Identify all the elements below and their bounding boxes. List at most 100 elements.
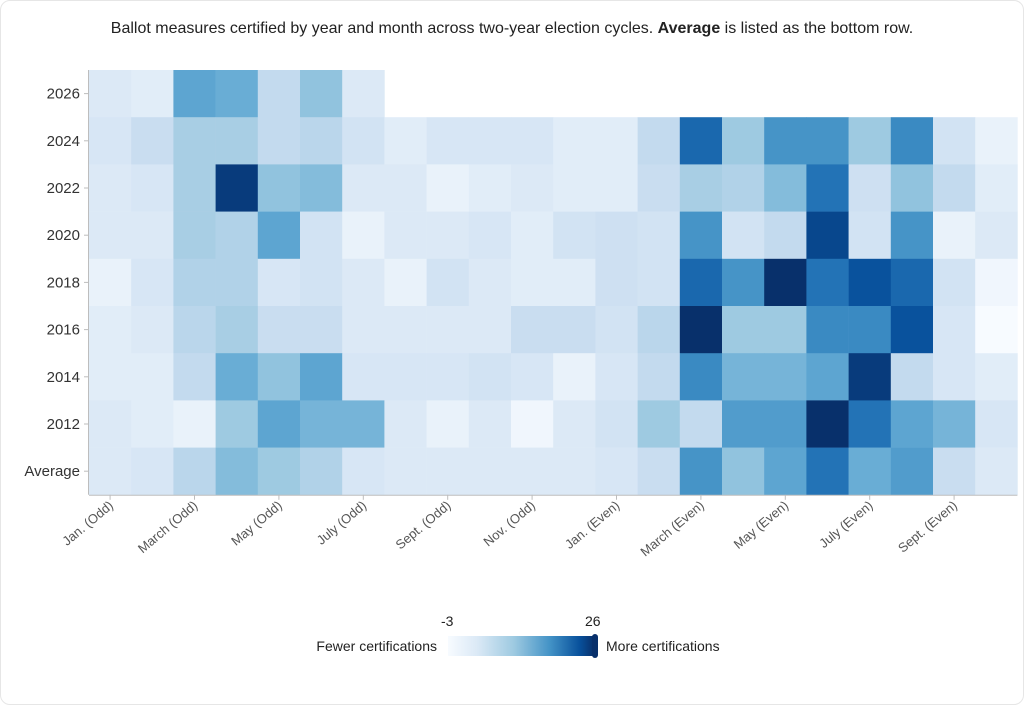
heatmap-cell xyxy=(342,117,385,165)
heatmap-cell xyxy=(342,447,385,496)
heatmap-cell xyxy=(553,306,596,354)
heatmap-cell xyxy=(468,306,512,354)
heatmap-cell xyxy=(215,70,259,118)
heatmap-cell xyxy=(89,164,132,212)
heatmap-cell xyxy=(384,353,427,401)
y-tick-label: 2022 xyxy=(47,180,80,197)
heatmap-cell xyxy=(426,211,470,260)
heatmap-cell xyxy=(300,400,343,448)
heatmap-cell xyxy=(637,306,681,354)
heatmap-cell xyxy=(173,447,216,496)
heatmap-cell xyxy=(131,70,174,118)
heatmap-cell xyxy=(131,447,174,496)
heatmap-cell xyxy=(933,211,976,260)
heatmap-cell xyxy=(722,306,765,354)
heatmap-cell xyxy=(933,306,976,354)
heatmap-cell xyxy=(679,164,723,212)
heatmap-cell xyxy=(679,211,723,260)
heatmap-cell xyxy=(511,117,554,165)
heatmap-cell xyxy=(89,306,132,354)
heatmap-cell xyxy=(637,258,681,307)
y-tick-label: 2026 xyxy=(47,86,80,103)
heatmap-cell xyxy=(511,258,554,307)
heatmap-cell xyxy=(89,258,132,307)
heatmap-cell xyxy=(806,306,849,354)
heatmap-cell xyxy=(511,353,554,401)
heatmap-cell xyxy=(89,70,132,118)
heatmap-cell xyxy=(679,447,723,496)
heatmap-cell xyxy=(637,164,681,212)
heatmap-cell xyxy=(890,211,934,260)
y-tick-label: 2014 xyxy=(47,369,80,386)
heatmap-cell xyxy=(173,70,216,118)
heatmap-cell xyxy=(131,117,174,165)
heatmap-cell xyxy=(553,117,596,165)
heatmap-cell xyxy=(257,306,301,354)
heatmap-cell xyxy=(890,258,934,307)
heatmap-cell xyxy=(426,164,470,212)
heatmap-cell xyxy=(848,258,892,307)
heatmap-cell xyxy=(257,211,301,260)
heatmap-cell xyxy=(848,400,892,448)
heatmap-cell xyxy=(848,353,892,401)
heatmap-cell xyxy=(257,447,301,496)
heatmap-cell xyxy=(468,117,512,165)
heatmap-cell xyxy=(300,117,343,165)
heatmap-cell xyxy=(384,306,427,354)
heatmap-cell xyxy=(553,211,596,260)
heatmap-cell xyxy=(722,117,765,165)
x-tick-label: May (Even) xyxy=(731,498,792,552)
heatmap-cell xyxy=(890,117,934,165)
x-tick-label: March (Odd) xyxy=(135,498,201,556)
heatmap-cell xyxy=(426,447,470,496)
heatmap-cell xyxy=(679,117,723,165)
heatmap-cell xyxy=(764,353,807,401)
heatmap-cell xyxy=(426,258,470,307)
title-text-end: is listed as the bottom row. xyxy=(720,20,914,37)
heatmap-cell xyxy=(595,400,638,448)
heatmap-cell xyxy=(173,117,216,165)
heatmap-cell xyxy=(173,211,216,260)
heatmap-cell xyxy=(131,164,174,212)
heatmap-cell xyxy=(257,117,301,165)
heatmap-cell xyxy=(215,400,259,448)
title-bold-text: Average xyxy=(657,20,721,37)
heatmap-cell xyxy=(933,353,976,401)
heatmap-cell xyxy=(131,353,174,401)
y-tick-label: 2012 xyxy=(47,416,80,433)
heatmap-cell xyxy=(890,353,934,401)
heatmap-cell xyxy=(131,306,174,354)
heatmap-cell xyxy=(595,306,638,354)
heatmap-cell xyxy=(806,164,849,212)
heatmap-cell xyxy=(806,117,849,165)
heatmap-cell xyxy=(511,447,554,496)
heatmap-cell xyxy=(468,164,512,212)
x-tick-label: Sept. (Even) xyxy=(895,498,960,556)
heatmap-cell xyxy=(131,258,174,307)
x-tick-label: March (Even) xyxy=(637,498,706,560)
heatmap-cell xyxy=(722,447,765,496)
heatmap-cell xyxy=(384,258,427,307)
heatmap-cell xyxy=(426,353,470,401)
heatmap-cell xyxy=(595,164,638,212)
heatmap-cell xyxy=(595,353,638,401)
heatmap-cell xyxy=(975,353,1018,401)
heatmap-cell xyxy=(342,70,385,118)
heatmap-chart: 2026 2024 2022 2020 2018 2016 2014 2012 Average J… xyxy=(24,70,1018,560)
heatmap-cell xyxy=(848,306,892,354)
chart-title: Ballot measures certified by year and mo… xyxy=(0,20,1024,38)
heatmap-cell xyxy=(679,258,723,307)
x-tick-label: Jan. (Odd) xyxy=(59,498,116,549)
heatmap-cell xyxy=(975,164,1018,212)
heatmap-cell xyxy=(806,400,849,448)
heatmap-cell xyxy=(764,306,807,354)
heatmap-cell xyxy=(384,211,427,260)
heatmap-cell xyxy=(384,400,427,448)
heatmap-cell xyxy=(890,400,934,448)
heatmap-cell xyxy=(975,306,1018,354)
heatmap-cell xyxy=(384,117,427,165)
heatmap-cell xyxy=(257,353,301,401)
heatmap-cell xyxy=(933,447,976,496)
heatmap-cell xyxy=(300,211,343,260)
heatmap-cell xyxy=(342,258,385,307)
